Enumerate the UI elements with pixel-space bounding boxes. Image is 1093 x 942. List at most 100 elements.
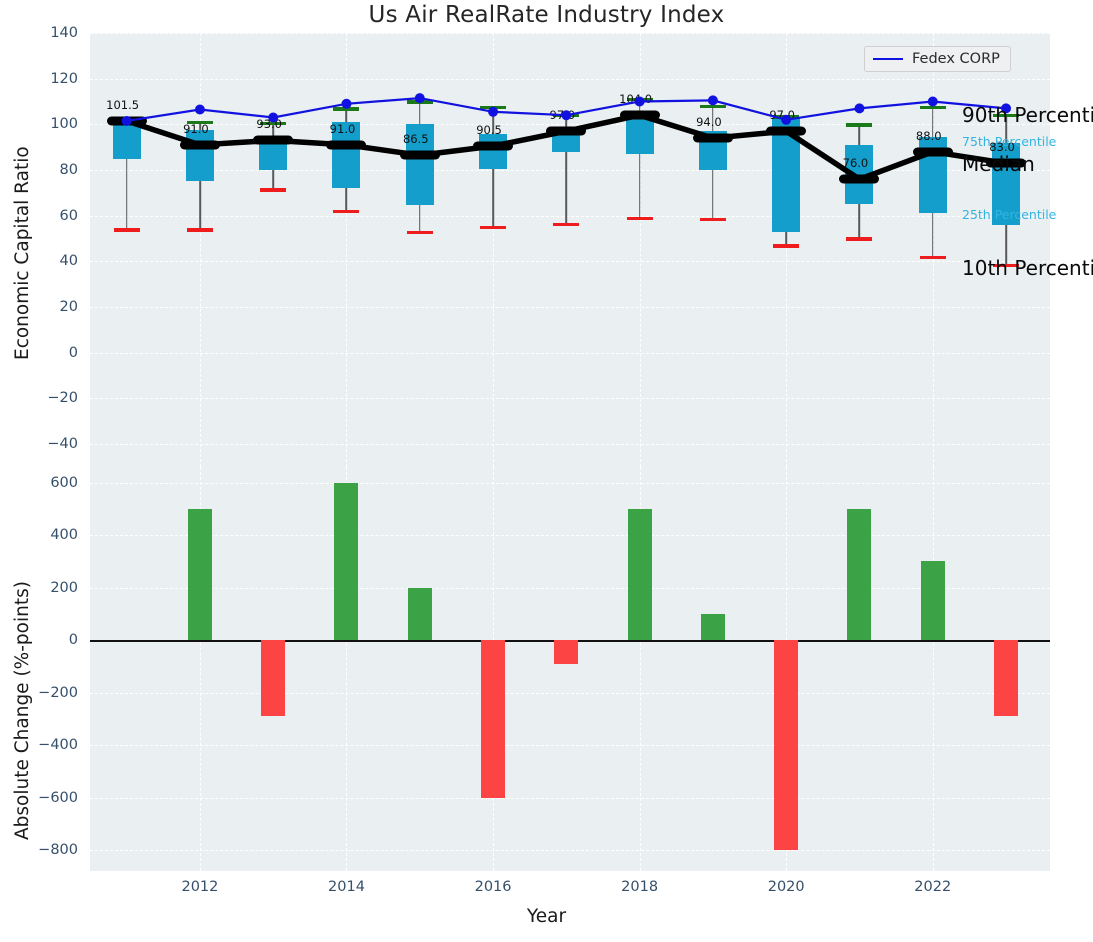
y-tick-label: 140 xyxy=(50,25,78,41)
x-tick-label-2018: 2018 xyxy=(621,879,659,895)
whisker-cap-upper xyxy=(333,107,360,111)
whisker-cap-lower xyxy=(480,226,507,230)
median-value-label: 101.5 xyxy=(106,97,140,112)
whisker-cap-lower xyxy=(553,222,580,226)
gridline-vertical xyxy=(786,33,788,467)
median-value-label: 104.0 xyxy=(619,92,653,107)
gridline-horizontal xyxy=(90,587,1050,589)
bar-2015 xyxy=(407,587,432,641)
annotation-p25: 25th Percentile xyxy=(962,206,1057,222)
median-marker xyxy=(253,135,294,145)
gridline-horizontal xyxy=(90,215,1050,217)
plot-area-economic-capital-ratio xyxy=(90,33,1050,467)
median-marker xyxy=(692,133,733,143)
whisker-cap-lower xyxy=(919,255,946,260)
y-tick-label: 100 xyxy=(50,116,78,133)
bar-2016 xyxy=(481,640,506,798)
legend-line-icon xyxy=(873,58,903,60)
whisker-cap-lower xyxy=(260,188,287,192)
gridline-horizontal xyxy=(90,170,1050,172)
gridline-horizontal xyxy=(90,850,1050,851)
gridline-horizontal xyxy=(90,352,1050,354)
box-iqr xyxy=(479,133,508,169)
whisker-cap-lower xyxy=(626,216,653,221)
x-tick-label-2020: 2020 xyxy=(767,879,805,895)
bar-2013 xyxy=(261,640,286,717)
gridline-vertical xyxy=(639,467,641,871)
x-tick-label-2012: 2012 xyxy=(181,879,219,895)
y-tick-label: 0 xyxy=(68,632,78,649)
median-value-label: 91.0 xyxy=(329,121,356,136)
bar-2022 xyxy=(920,561,945,641)
y-tick-label: 200 xyxy=(50,579,78,596)
y-tick-label: 20 xyxy=(59,299,78,316)
y-tick-label: 400 xyxy=(50,527,78,544)
whisker-cap-upper xyxy=(846,123,873,127)
bar-2021 xyxy=(847,508,872,641)
x-tick-label-2022: 2022 xyxy=(914,879,952,895)
gridline-horizontal xyxy=(90,444,1050,446)
median-value-label: 76.0 xyxy=(842,156,869,171)
median-marker xyxy=(912,147,953,157)
bar-2012 xyxy=(187,508,212,641)
gridline-horizontal xyxy=(90,124,1050,126)
bar-2014 xyxy=(334,482,359,641)
bar-2017 xyxy=(554,640,579,664)
whisker-cap-lower xyxy=(113,228,140,232)
annotation-median: Median xyxy=(962,152,1035,177)
whisker-cap-lower xyxy=(333,210,360,214)
median-marker xyxy=(399,150,440,160)
annotation-p90: 90th Percentile xyxy=(962,103,1093,128)
whisker-cap-upper xyxy=(699,104,726,109)
whisker-cap-upper xyxy=(406,100,433,104)
y-tick-label: 600 xyxy=(50,474,78,491)
y-tick-label: −400 xyxy=(38,737,78,754)
bar-2019 xyxy=(700,613,725,641)
box-iqr xyxy=(185,130,214,182)
gridline-vertical xyxy=(199,467,201,871)
gridline-horizontal xyxy=(90,261,1050,263)
median-value-label: 94.0 xyxy=(696,115,722,130)
median-marker xyxy=(473,141,514,151)
whisker-cap-lower xyxy=(406,230,433,234)
median-value-label: 86.5 xyxy=(402,132,429,147)
median-value-label: 97.0 xyxy=(549,108,576,123)
gridline-horizontal xyxy=(90,692,1050,694)
x-tick-label-2014: 2014 xyxy=(328,879,365,895)
y-tick-label: 60 xyxy=(59,207,78,224)
gridline-horizontal xyxy=(90,482,1050,484)
gridline-horizontal xyxy=(90,33,1050,34)
median-marker xyxy=(326,140,367,150)
legend-label-fedex-corp: Fedex CORP xyxy=(912,51,1000,67)
gridline-horizontal xyxy=(90,398,1050,400)
whisker-cap-upper xyxy=(480,106,507,110)
y-tick-label: −200 xyxy=(38,684,78,701)
box-iqr xyxy=(112,119,141,159)
median-marker xyxy=(179,140,220,150)
y-tick-label: 0 xyxy=(68,344,78,361)
gridline-horizontal xyxy=(90,745,1050,747)
y-tick-label: −40 xyxy=(47,436,78,453)
whisker-cap-lower xyxy=(186,228,213,232)
gridline-vertical xyxy=(932,467,934,871)
gridline-vertical xyxy=(346,467,348,871)
median-value-label: 93.0 xyxy=(256,117,283,132)
x-tick-label-2016: 2016 xyxy=(474,879,512,895)
legend: Fedex CORP xyxy=(864,46,1011,72)
gridline-vertical xyxy=(493,33,495,467)
whisker-cap-upper xyxy=(919,106,946,110)
median-marker xyxy=(619,110,660,120)
median-marker xyxy=(546,126,587,136)
y-tick-label: −600 xyxy=(38,789,78,806)
annotation-p10: 10th Percentile xyxy=(962,255,1093,280)
x-axis-label: Year xyxy=(526,906,567,927)
page-title: Us Air RealRate Industry Index xyxy=(368,2,725,28)
bar-2023 xyxy=(994,640,1019,717)
whisker-cap-lower xyxy=(846,237,873,241)
gridline-horizontal xyxy=(90,307,1050,309)
y-tick-label: 80 xyxy=(59,162,78,179)
bar-2020 xyxy=(774,640,799,850)
gridline-vertical xyxy=(199,33,201,467)
annotation-p75: 75th Percentile xyxy=(962,133,1057,149)
median-value-label: 90.5 xyxy=(476,123,502,138)
